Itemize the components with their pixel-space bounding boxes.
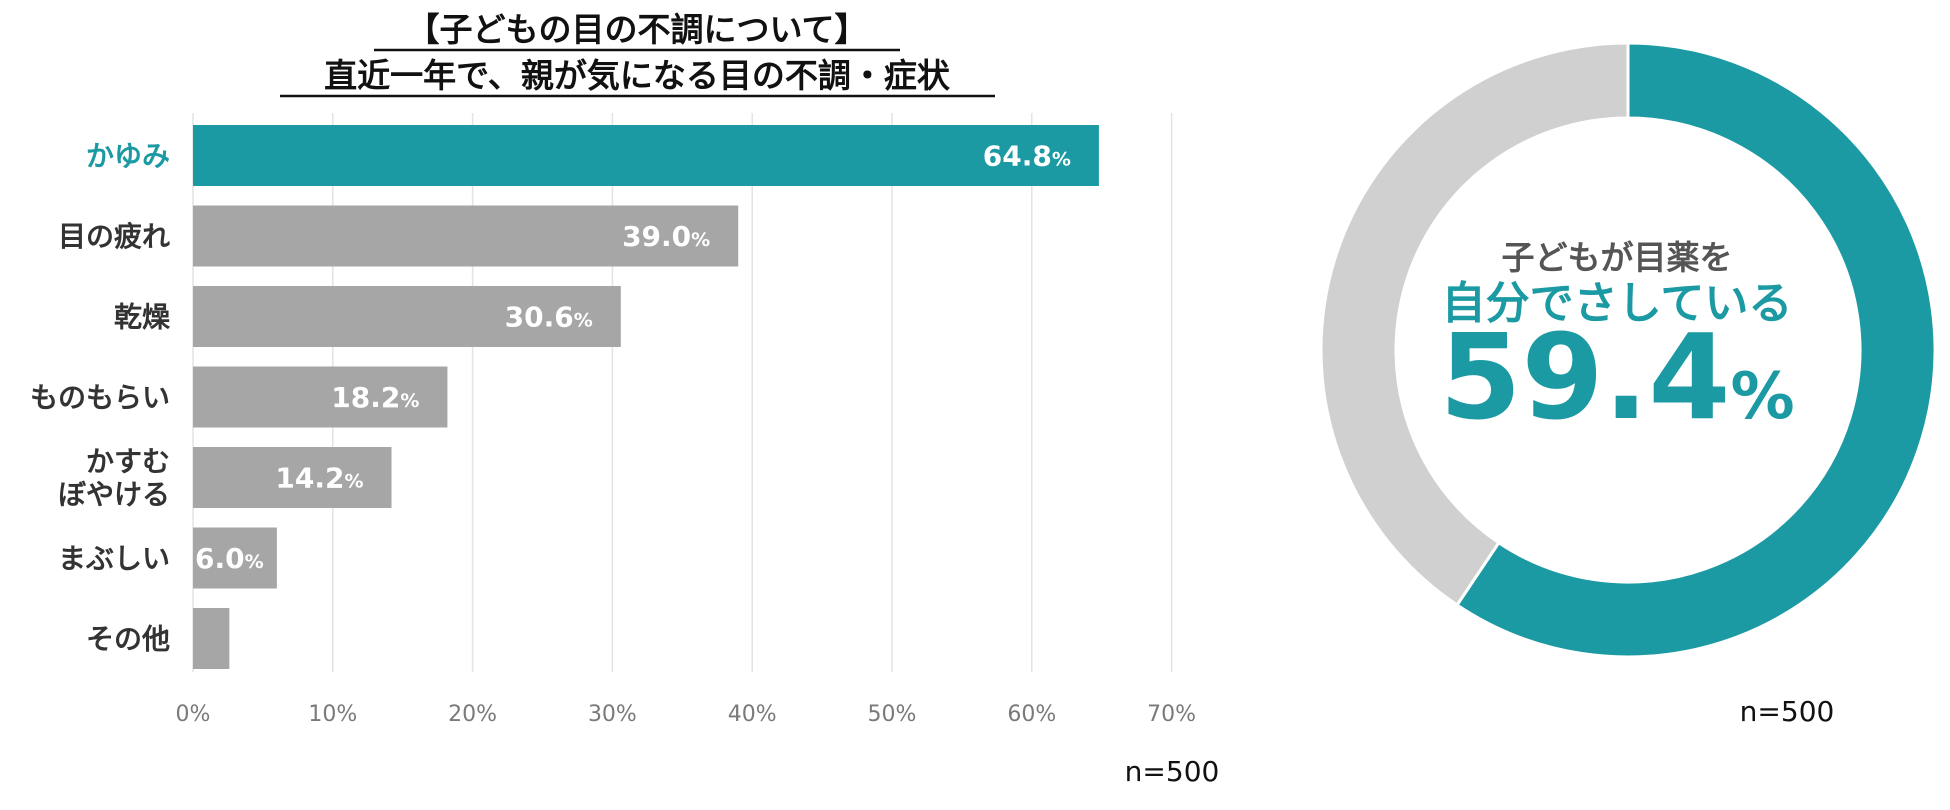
x-axis-tick-labels: 0% 10% 20% 30% 40% 50% 60% 70%: [176, 702, 1197, 727]
category-label-line: 乾燥: [114, 301, 171, 334]
x-tick-label-0: 0%: [176, 702, 211, 727]
value-unit: %: [400, 390, 419, 412]
value-label-5: 6.0%: [195, 542, 264, 575]
x-tick-label-50: 50%: [868, 702, 917, 727]
value-label-3: 18.2%: [331, 381, 419, 414]
category-label-line: まぶしい: [58, 542, 170, 575]
category-label-line: その他: [86, 623, 170, 656]
category-label-6: その他: [86, 623, 170, 656]
category-label-1: 目の疲れ: [58, 220, 170, 253]
donut-value: 59.4%: [1439, 308, 1794, 446]
value-label-1: 39.0%: [622, 220, 710, 253]
category-label-line: ものもらい: [30, 381, 170, 414]
value-number: 6.0: [195, 542, 245, 575]
category-label-2: 乾燥: [114, 301, 171, 334]
category-label-line: かすむ: [86, 445, 170, 478]
x-tick-label-70: 70%: [1147, 702, 1196, 727]
chart-title: 【子どもの目の不調について】: [406, 10, 867, 49]
bar-chart: 【子どもの目の不調について】 直近一年で、親が気になる目の不調・症状 かゆみ目の…: [30, 10, 1219, 788]
x-tick-label-30: 30%: [588, 702, 637, 727]
value-label-4: 14.2%: [275, 462, 363, 495]
value-number: 14.2: [275, 462, 344, 495]
donut-chart: 子どもが目薬を 自分でさしている 59.4% n=500: [1319, 41, 1937, 728]
value-unit: %: [691, 229, 710, 251]
donut-sample-size: n=500: [1740, 695, 1835, 728]
category-label-line: 目の疲れ: [58, 220, 170, 253]
donut-slice-1: [1319, 41, 1630, 608]
donut-caption: 子どもが目薬を: [1502, 238, 1733, 277]
bar-4: [193, 447, 392, 508]
value-number: 64.8: [983, 140, 1052, 173]
value-label-2: 30.6%: [505, 301, 593, 334]
bar-5: [193, 527, 277, 589]
value-number: 30.6: [505, 301, 574, 334]
donut-value-number: 59.4: [1439, 308, 1730, 446]
x-tick-label-10: 10%: [308, 702, 357, 727]
donut-slice-0: [1454, 41, 1937, 659]
value-unit: %: [245, 551, 264, 573]
category-label-line: かゆみ: [86, 140, 170, 173]
bar-6: [193, 608, 230, 669]
value-number: 18.2: [331, 381, 400, 414]
bars: [193, 125, 1099, 669]
value-labels: 64.8%39.0%30.6%18.2%14.2%6.0%: [195, 140, 1071, 576]
category-label-3: ものもらい: [30, 381, 170, 414]
category-label-4: かすむぼやける: [58, 445, 170, 511]
donut-slices: [1319, 41, 1937, 659]
category-label-line: ぼやける: [58, 478, 170, 511]
value-label-0: 64.8%: [983, 140, 1071, 173]
value-unit: %: [1052, 149, 1071, 171]
x-tick-label-20: 20%: [448, 702, 497, 727]
bar-1: [193, 205, 739, 267]
value-unit: %: [344, 471, 363, 493]
bar-2: [193, 286, 621, 347]
x-tick-label-40: 40%: [728, 702, 777, 727]
bar-0: [193, 125, 1099, 186]
category-label-0: かゆみ: [86, 140, 170, 173]
donut-value-unit: %: [1731, 360, 1795, 434]
bar-3: [193, 366, 448, 428]
x-tick-label-60: 60%: [1007, 702, 1056, 727]
value-unit: %: [574, 310, 593, 332]
chart-subtitle: 直近一年で、親が気になる目の不調・症状: [324, 56, 951, 95]
category-label-5: まぶしい: [58, 542, 170, 575]
value-number: 39.0: [622, 220, 691, 253]
donut-headline: 自分でさしている: [1442, 278, 1793, 329]
bar-sample-size: n=500: [1125, 755, 1220, 788]
